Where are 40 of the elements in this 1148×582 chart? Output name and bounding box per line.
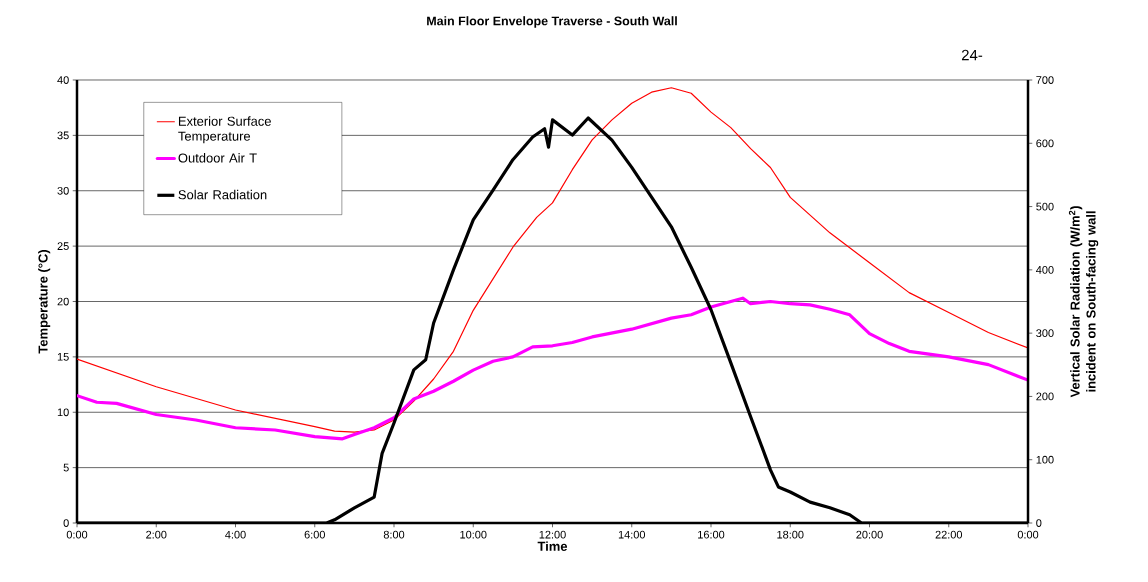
x-tick-label: 0:00 [1017, 530, 1039, 539]
x-tick-label: 6:00 [304, 530, 325, 539]
x-tick-label: 8:00 [383, 530, 405, 539]
y2-tick-label: 300 [1036, 329, 1054, 338]
y2-tick-label: 500 [1036, 202, 1054, 211]
y-tick-label: 20 [57, 297, 69, 306]
x-tick-label: 12:00 [539, 530, 566, 539]
y2-tick-label: 600 [1036, 139, 1054, 148]
x-axis-title: Time [537, 541, 568, 551]
y-tick-label: 25 [57, 242, 69, 250]
y2-tick-label: 0 [1036, 519, 1042, 527]
x-tick-label: 0:00 [66, 530, 88, 539]
y-tick-label: 15 [57, 353, 69, 361]
y-tick-label: 30 [57, 186, 69, 195]
legend-label: Exterior Surface Temperature [178, 116, 271, 144]
x-tick-label: 16:00 [698, 530, 725, 539]
y-tick-label: 5 [63, 463, 69, 472]
y2-tick-label: 100 [1036, 455, 1054, 464]
chart-title: Main Floor Envelope Traverse - South Wall [427, 16, 677, 28]
y2-tick-label: 200 [1036, 392, 1054, 401]
line-series [77, 87, 1029, 433]
x-tick-label: 4:00 [225, 530, 246, 539]
x-tick-label: 10:00 [460, 530, 487, 539]
x-tick-label: 18:00 [777, 530, 804, 539]
y2-axis-title: Vertical Solar Radiation (W/m$^{2}$) incident on South-facing wall [1068, 206, 1099, 398]
x-tick-label: 22:00 [935, 530, 963, 539]
legend-label: Solar Radiation [178, 189, 267, 200]
x-tick-label: 2:00 [146, 530, 167, 539]
x-tick-label: 20:00 [856, 530, 883, 539]
text: 24- [961, 49, 983, 61]
y-tick-label: 40 [57, 76, 69, 84]
line-series [77, 296, 1029, 441]
y2-tick-label: 400 [1036, 265, 1054, 274]
y-tick-label: 35 [57, 131, 69, 140]
legend-label: Outdoor Air T [178, 153, 257, 163]
y-axis-title: Temperature (°C) [38, 250, 51, 354]
x-tick-label: 14:00 [618, 530, 646, 539]
y-tick-label: 0 [63, 519, 69, 527]
y-tick-label: 10 [57, 408, 69, 417]
y2-tick-label: 700 [1036, 76, 1054, 84]
